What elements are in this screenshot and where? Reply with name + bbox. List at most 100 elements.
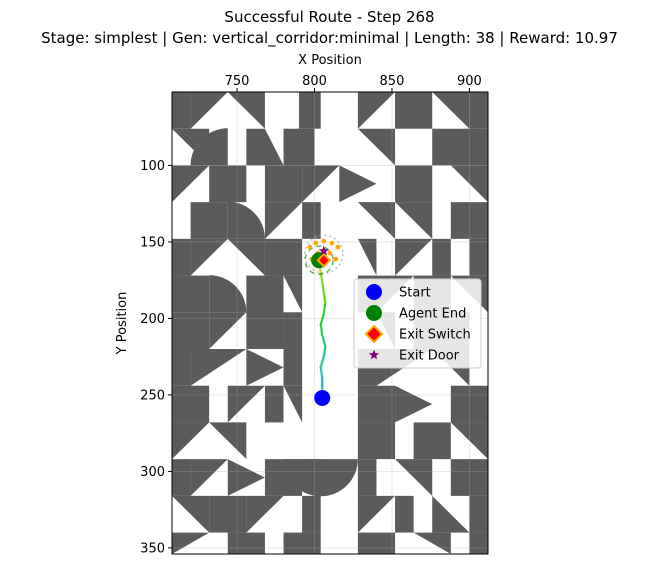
- map-tile: [264, 385, 284, 423]
- map-tile: [450, 165, 488, 203]
- map-tile: [357, 128, 396, 166]
- trail-dot: [335, 244, 341, 250]
- map-tile: [395, 459, 433, 496]
- map-tile: [172, 385, 210, 423]
- map-tile: [264, 238, 303, 276]
- route-segment: [322, 344, 327, 358]
- map-tile: [172, 532, 210, 554]
- route-segment: [322, 291, 327, 305]
- exit-switch-marker: [316, 252, 332, 268]
- map-tile: [172, 275, 210, 313]
- route-marks: [304, 234, 344, 406]
- map-tile: [357, 92, 396, 129]
- legend-agent-end-label: Agent End: [399, 307, 466, 322]
- map-tile: [299, 92, 321, 129]
- legend-exit-door-label: Exit Door: [399, 349, 460, 364]
- legend-exit-switch-label: Exit Switch: [399, 328, 471, 343]
- map-tile: [209, 275, 247, 313]
- legend-agent-end-swatch: [366, 305, 382, 321]
- trail-dot: [329, 240, 335, 246]
- map-tile: [432, 128, 488, 166]
- map-tile: [172, 459, 191, 496]
- x-tick-label: 800: [302, 74, 327, 89]
- map-tile: [227, 238, 265, 276]
- map-tile: [190, 128, 228, 166]
- map-tile: [172, 422, 210, 460]
- y-tick-label: 100: [140, 159, 165, 174]
- map-tile: [227, 385, 265, 423]
- map-tile: [432, 92, 470, 129]
- map-tile: [246, 128, 284, 166]
- map-tile: [395, 385, 433, 423]
- map-tile: [450, 385, 488, 423]
- route-segment: [322, 302, 327, 315]
- map-tile: [302, 202, 321, 239]
- map-tile: [302, 459, 321, 496]
- map-tile: [209, 422, 247, 460]
- route-segment: [321, 334, 327, 348]
- map-tile: [357, 532, 396, 554]
- exit-door-marker: [318, 245, 329, 256]
- map-tile: [339, 165, 377, 203]
- x-tick-label: 750: [225, 74, 250, 89]
- map-tile: [432, 238, 451, 276]
- route-segment: [321, 280, 325, 294]
- x-tick-label: 900: [457, 74, 482, 89]
- map-tile: [283, 275, 303, 313]
- map-tile: [190, 459, 228, 496]
- x-axis-label: X Position: [298, 53, 362, 68]
- map-tile: [413, 532, 451, 554]
- map-tile: [227, 459, 265, 496]
- chart-subtitle: Stage: simplest | Gen: vertical_corridor…: [41, 29, 618, 47]
- map-tile: [432, 495, 470, 533]
- map-tile: [209, 312, 247, 350]
- map-tile: [209, 495, 247, 533]
- map-tile: [264, 202, 303, 239]
- map-tile: [190, 92, 228, 129]
- map-tile: [469, 238, 488, 276]
- map-tile: [469, 92, 488, 129]
- map-tile: [413, 422, 451, 460]
- map-tile: [395, 202, 433, 239]
- exit-radius-ring: [304, 234, 344, 274]
- map-tile: [283, 385, 303, 423]
- map-tile: [172, 165, 210, 203]
- start-marker: [314, 389, 331, 406]
- map-tile: [357, 422, 396, 460]
- axes: 750 800 850 900 100 150 200 250 300 350: [140, 74, 482, 556]
- y-tick-label: 150: [140, 235, 165, 250]
- route-segment: [319, 323, 324, 337]
- agent-end-radius-ring: [304, 245, 334, 276]
- map-tile: [227, 92, 265, 129]
- legend-box: [353, 278, 482, 369]
- map-tile: [469, 532, 488, 554]
- map-tile: [227, 201, 265, 239]
- map-tile: [395, 238, 433, 276]
- map-tile: [283, 312, 303, 386]
- map-tile: [172, 312, 210, 350]
- map-tile: [357, 495, 396, 533]
- trail-dot: [307, 244, 313, 250]
- legend: Start Agent End Exit Switch Exit Door: [353, 278, 482, 369]
- map-tile: [172, 92, 191, 129]
- plot-frame: [171, 91, 489, 555]
- map-tile: [190, 202, 228, 239]
- map-tile: [302, 165, 340, 203]
- route-segment: [319, 355, 325, 369]
- map-tile: [357, 238, 377, 276]
- map-tile: [395, 165, 433, 203]
- trail-dot: [321, 238, 327, 244]
- legend-start-swatch: [366, 284, 382, 300]
- map-tile: [172, 238, 191, 276]
- map-tile: [246, 275, 284, 350]
- map-tile: [190, 349, 247, 386]
- trail-dot: [333, 256, 339, 262]
- map-tile: [450, 202, 488, 239]
- map-tile: [246, 495, 284, 533]
- y-tick-label: 300: [140, 465, 165, 480]
- map-tile: [357, 459, 377, 496]
- map-tile: [172, 349, 191, 386]
- map-tile: [357, 385, 396, 423]
- map-tile: [172, 495, 210, 533]
